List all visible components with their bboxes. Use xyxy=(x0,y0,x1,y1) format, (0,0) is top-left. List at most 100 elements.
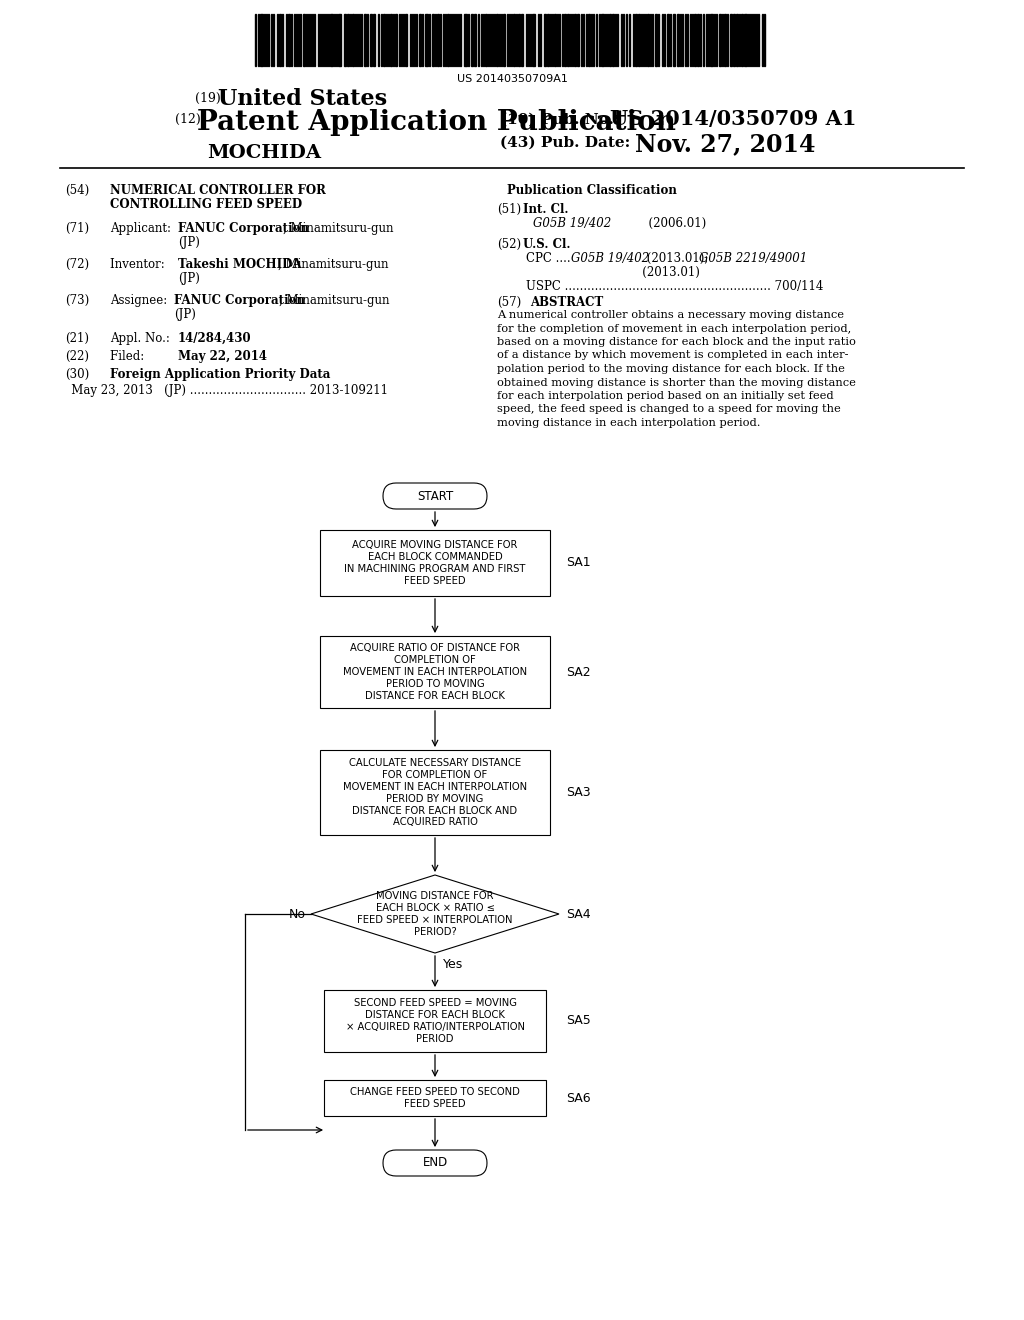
FancyBboxPatch shape xyxy=(319,636,550,708)
Text: based on a moving distance for each block and the input ratio: based on a moving distance for each bloc… xyxy=(497,337,856,347)
Text: (72): (72) xyxy=(65,257,89,271)
Bar xyxy=(513,15,515,66)
Text: May 22, 2014: May 22, 2014 xyxy=(178,350,267,363)
Bar xyxy=(694,15,696,66)
Bar xyxy=(347,15,349,66)
Bar xyxy=(609,15,611,66)
Bar xyxy=(338,15,341,66)
Text: May 23, 2013   (JP) ............................... 2013-109211: May 23, 2013 (JP) ......................… xyxy=(60,384,388,397)
Text: ACQUIRE RATIO OF DISTANCE FOR
COMPLETION OF
MOVEMENT IN EACH INTERPOLATION
PERIO: ACQUIRE RATIO OF DISTANCE FOR COMPLETION… xyxy=(343,643,527,701)
Bar xyxy=(667,15,669,66)
Text: 14/284,430: 14/284,430 xyxy=(178,333,252,345)
Text: (22): (22) xyxy=(65,350,89,363)
Text: (43) Pub. Date:: (43) Pub. Date: xyxy=(500,136,630,150)
Bar xyxy=(655,15,657,66)
Bar xyxy=(474,15,476,66)
Text: (71): (71) xyxy=(65,222,89,235)
Text: Takeshi MOCHIDA: Takeshi MOCHIDA xyxy=(178,257,301,271)
Text: moving distance in each interpolation period.: moving distance in each interpolation pe… xyxy=(497,418,761,428)
Text: for the completion of movement in each interpolation period,: for the completion of movement in each i… xyxy=(497,323,851,334)
Text: (2006.01): (2006.01) xyxy=(611,216,707,230)
Text: ACQUIRE MOVING DISTANCE FOR
EACH BLOCK COMMANDED
IN MACHINING PROGRAM AND FIRST
: ACQUIRE MOVING DISTANCE FOR EACH BLOCK C… xyxy=(344,540,525,586)
Bar xyxy=(390,15,392,66)
Bar xyxy=(638,15,640,66)
Text: MOVING DISTANCE FOR
EACH BLOCK × RATIO ≤
FEED SPEED × INTERPOLATION
PERIOD?: MOVING DISTANCE FOR EACH BLOCK × RATIO ≤… xyxy=(357,891,513,937)
Text: , Minamitsuru-gun: , Minamitsuru-gun xyxy=(283,222,393,235)
Bar xyxy=(447,15,449,66)
FancyBboxPatch shape xyxy=(324,990,546,1052)
Bar xyxy=(288,15,290,66)
Bar xyxy=(647,15,649,66)
FancyBboxPatch shape xyxy=(383,483,487,510)
Text: for each interpolation period based on an initially set feed: for each interpolation period based on a… xyxy=(497,391,834,401)
Bar xyxy=(730,15,732,66)
Text: (10) Pub. No.:: (10) Pub. No.: xyxy=(500,114,620,127)
Bar xyxy=(547,15,549,66)
Text: Applicant:: Applicant: xyxy=(110,222,175,235)
Text: FANUC Corporation: FANUC Corporation xyxy=(178,222,309,235)
Bar xyxy=(503,15,505,66)
Bar xyxy=(485,15,487,66)
Text: MOCHIDA: MOCHIDA xyxy=(207,144,321,162)
Bar xyxy=(744,15,746,66)
FancyBboxPatch shape xyxy=(383,1150,487,1176)
Text: (JP): (JP) xyxy=(178,272,200,285)
Bar xyxy=(673,15,675,66)
Text: NUMERICAL CONTROLLER FOR: NUMERICAL CONTROLLER FOR xyxy=(110,183,326,197)
Text: , Minamitsuru-gun: , Minamitsuru-gun xyxy=(278,257,388,271)
Text: SA4: SA4 xyxy=(566,908,591,920)
Text: Publication Classification: Publication Classification xyxy=(507,183,677,197)
Text: No: No xyxy=(289,908,306,920)
Text: SA2: SA2 xyxy=(566,665,591,678)
Text: CONTROLLING FEED SPEED: CONTROLLING FEED SPEED xyxy=(110,198,302,211)
Bar xyxy=(521,15,523,66)
Bar xyxy=(406,15,407,66)
FancyBboxPatch shape xyxy=(319,750,550,836)
Bar xyxy=(532,15,535,66)
FancyBboxPatch shape xyxy=(319,531,550,597)
Bar xyxy=(564,15,566,66)
Text: A numerical controller obtains a necessary moving distance: A numerical controller obtains a necessa… xyxy=(497,310,844,319)
Text: SA5: SA5 xyxy=(566,1015,591,1027)
Text: (73): (73) xyxy=(65,294,89,308)
Text: SA6: SA6 xyxy=(566,1092,591,1105)
Bar xyxy=(612,15,614,66)
Text: ABSTRACT: ABSTRACT xyxy=(530,296,603,309)
Bar xyxy=(601,15,604,66)
Text: obtained moving distance is shorter than the moving distance: obtained moving distance is shorter than… xyxy=(497,378,856,388)
Bar xyxy=(697,15,699,66)
Bar xyxy=(471,15,473,66)
Text: (51): (51) xyxy=(497,203,521,216)
Text: Appl. No.:: Appl. No.: xyxy=(110,333,174,345)
Text: Nov. 27, 2014: Nov. 27, 2014 xyxy=(635,132,815,156)
Bar xyxy=(518,15,520,66)
Text: SECOND FEED SPEED = MOVING
DISTANCE FOR EACH BLOCK
× ACQUIRED RATIO/INTERPOLATIO: SECOND FEED SPEED = MOVING DISTANCE FOR … xyxy=(345,998,524,1044)
Bar xyxy=(567,15,569,66)
Bar xyxy=(330,15,333,66)
Text: (54): (54) xyxy=(65,183,89,197)
Text: USPC ....................................................... 700/114: USPC ...................................… xyxy=(526,280,823,293)
Text: G05B 19/402: G05B 19/402 xyxy=(571,252,649,265)
Bar xyxy=(437,15,439,66)
Text: (19): (19) xyxy=(195,92,221,106)
Text: polation period to the moving distance for each block. If the: polation period to the moving distance f… xyxy=(497,364,845,374)
Text: START: START xyxy=(417,490,454,503)
Bar xyxy=(364,15,366,66)
Bar xyxy=(719,15,721,66)
Bar xyxy=(370,15,372,66)
Bar xyxy=(419,15,421,66)
Bar xyxy=(373,15,375,66)
Text: G05B 19/402: G05B 19/402 xyxy=(534,216,611,230)
Bar xyxy=(635,15,637,66)
Bar xyxy=(733,15,735,66)
Text: (12): (12) xyxy=(175,114,201,125)
Bar xyxy=(496,15,498,66)
Text: CPC ....: CPC .... xyxy=(526,252,574,265)
Text: (52): (52) xyxy=(497,238,521,251)
Text: (21): (21) xyxy=(65,333,89,345)
Bar xyxy=(395,15,397,66)
Bar xyxy=(383,15,385,66)
Text: SA1: SA1 xyxy=(566,557,591,569)
Bar xyxy=(577,15,579,66)
Bar xyxy=(544,15,546,66)
